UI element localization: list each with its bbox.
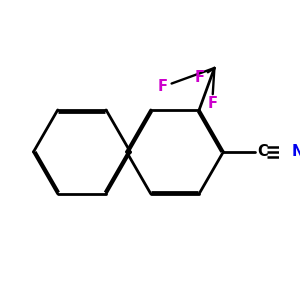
Text: F: F xyxy=(158,79,168,94)
Text: F: F xyxy=(207,96,217,111)
Text: N: N xyxy=(292,144,300,159)
Text: F: F xyxy=(195,70,205,85)
Text: C: C xyxy=(257,144,268,159)
